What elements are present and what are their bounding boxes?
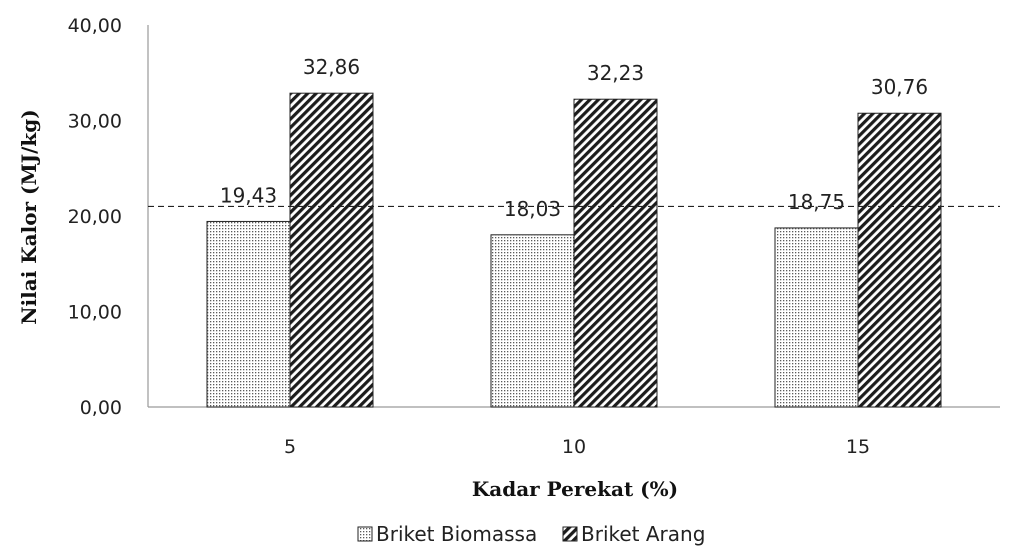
- bar-diagonal-hatch-10: [573, 98, 658, 408]
- data-label: 32,23: [587, 61, 644, 85]
- data-label: 32,86: [303, 55, 360, 79]
- data-label: 30,76: [871, 75, 928, 99]
- bar-diagonal-hatch-15: [857, 112, 942, 408]
- data-label: 18,75: [788, 190, 845, 214]
- x-tick-label: 10: [562, 436, 586, 458]
- y-tick-label: 20,00: [68, 206, 122, 228]
- x-axis-title: Kadar Perekat (%): [472, 477, 678, 501]
- y-axis-title: Nilai Kalor (MJ/kg): [17, 109, 41, 324]
- bar-diagonal-hatch-5: [289, 92, 374, 408]
- bar-dots-5: [206, 220, 291, 408]
- y-axis: 0,00 10,00 20,00 30,00 40,00: [68, 15, 149, 419]
- legend-swatch-dots: [357, 526, 373, 542]
- data-label: 18,03: [504, 197, 561, 221]
- x-tick-label: 5: [284, 436, 296, 458]
- legend-swatch-diagonal-hatch: [562, 526, 578, 542]
- data-labels: 19,43 18,03 18,75 32,86 32,23 30,76: [220, 55, 928, 221]
- bar-dots-15: [774, 227, 859, 408]
- y-tick-label: 0,00: [80, 397, 122, 419]
- legend-label: Briket Arang: [581, 522, 705, 546]
- y-tick-label: 10,00: [68, 302, 122, 324]
- legend-label: Briket Biomassa: [376, 522, 537, 546]
- data-label: 19,43: [220, 183, 277, 207]
- y-tick-label: 30,00: [68, 111, 122, 133]
- x-axis: 5 10 15: [148, 406, 1000, 458]
- legend: Briket Biomassa Briket Arang: [357, 522, 705, 546]
- bars: [206, 92, 942, 408]
- x-tick-label: 15: [846, 436, 870, 458]
- y-tick-label: 40,00: [68, 15, 122, 37]
- bar-dots-10: [490, 234, 575, 408]
